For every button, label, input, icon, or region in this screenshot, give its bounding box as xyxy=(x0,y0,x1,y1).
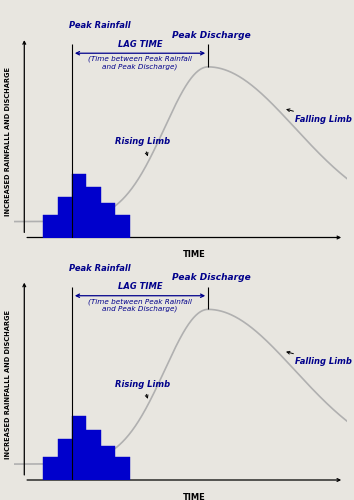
Bar xyxy=(43,457,58,480)
Text: TIME: TIME xyxy=(183,492,206,500)
Bar xyxy=(101,446,115,480)
Text: Falling Limb: Falling Limb xyxy=(287,352,352,366)
Text: Rising Limb: Rising Limb xyxy=(115,380,171,398)
Bar xyxy=(58,439,72,480)
Text: INCREASED RAINFALLL AND DISCHARGE: INCREASED RAINFALLL AND DISCHARGE xyxy=(5,68,11,216)
Text: INCREASED RAINFALLL AND DISCHARGE: INCREASED RAINFALLL AND DISCHARGE xyxy=(5,310,11,459)
Bar xyxy=(86,188,101,238)
Text: Rising Limb: Rising Limb xyxy=(115,138,171,156)
Bar xyxy=(43,215,58,238)
Text: Falling Limb: Falling Limb xyxy=(287,109,352,124)
Bar xyxy=(101,204,115,238)
Bar xyxy=(115,457,130,480)
Text: Peak Discharge: Peak Discharge xyxy=(172,273,250,282)
Text: Peak Rainfall: Peak Rainfall xyxy=(69,264,131,273)
Text: (Time between Peak Rainfall
and Peak Discharge): (Time between Peak Rainfall and Peak Dis… xyxy=(88,298,192,312)
Bar xyxy=(58,196,72,237)
Text: (Time between Peak Rainfall
and Peak Discharge): (Time between Peak Rainfall and Peak Dis… xyxy=(88,56,192,70)
Bar xyxy=(72,174,86,238)
Text: LAG TIME: LAG TIME xyxy=(118,282,162,291)
Bar xyxy=(86,430,101,480)
Bar xyxy=(72,416,86,480)
Bar xyxy=(115,215,130,238)
Text: Peak Discharge: Peak Discharge xyxy=(172,30,250,40)
Text: LAG TIME: LAG TIME xyxy=(118,40,162,48)
Text: Peak Rainfall: Peak Rainfall xyxy=(69,22,131,30)
Text: TIME: TIME xyxy=(183,250,206,259)
